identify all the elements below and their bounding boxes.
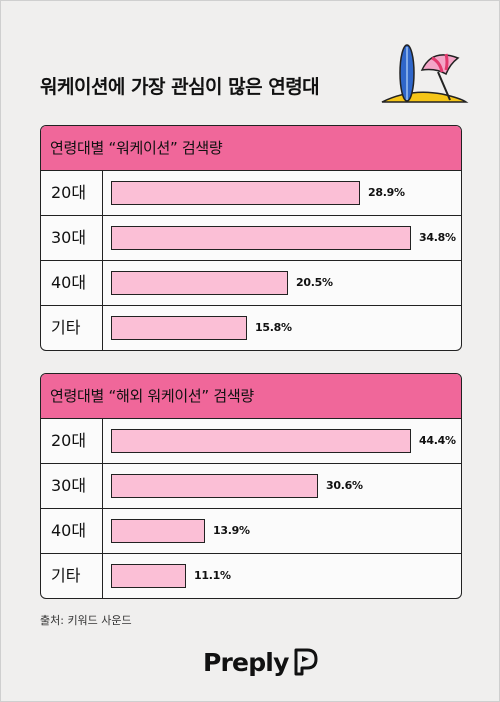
bar-row: 20대 28.9% bbox=[41, 171, 461, 216]
category-label: 30대 bbox=[41, 464, 103, 508]
brand-logo: Preply bbox=[203, 645, 319, 679]
bar-row: 기타 15.8% bbox=[41, 306, 461, 350]
value-label: 11.1% bbox=[194, 569, 231, 582]
category-label: 기타 bbox=[41, 306, 103, 350]
value-label: 44.4% bbox=[419, 434, 456, 447]
chart-panel-workation: 연령대별 “워케이션” 검색량 20대 28.9% 30대 34.8% 40대 … bbox=[40, 125, 462, 351]
value-label: 20.5% bbox=[296, 276, 333, 289]
bar-rows: 20대 44.4% 30대 30.6% 40대 13.9% 기타 11.1% bbox=[41, 419, 461, 598]
bar-row: 기타 11.1% bbox=[41, 554, 461, 598]
bar bbox=[111, 429, 411, 453]
bar bbox=[111, 181, 360, 205]
bar-row: 40대 20.5% bbox=[41, 261, 461, 306]
value-label: 15.8% bbox=[255, 321, 292, 334]
chart-panel-overseas-workation: 연령대별 “해외 워케이션” 검색량 20대 44.4% 30대 30.6% 4… bbox=[40, 373, 462, 599]
chart-title: 연령대별 “워케이션” 검색량 bbox=[41, 126, 461, 171]
category-label: 20대 bbox=[41, 171, 103, 215]
bar-row: 30대 30.6% bbox=[41, 464, 461, 509]
value-label: 13.9% bbox=[213, 524, 250, 537]
bar bbox=[111, 564, 186, 588]
bar bbox=[111, 271, 288, 295]
bar bbox=[111, 519, 205, 543]
value-label: 28.9% bbox=[368, 186, 405, 199]
bar bbox=[111, 474, 318, 498]
bar-rows: 20대 28.9% 30대 34.8% 40대 20.5% 기타 15.8% bbox=[41, 171, 461, 350]
category-label: 40대 bbox=[41, 509, 103, 553]
value-label: 34.8% bbox=[419, 231, 456, 244]
category-label: 20대 bbox=[41, 419, 103, 463]
preply-logo-icon bbox=[294, 648, 318, 676]
bar bbox=[111, 226, 411, 250]
bar-row: 30대 34.8% bbox=[41, 216, 461, 261]
bar bbox=[111, 316, 247, 340]
bar-row: 40대 13.9% bbox=[41, 509, 461, 554]
source-note: 출처: 키워드 사운드 bbox=[40, 614, 132, 627]
brand-name: Preply bbox=[203, 647, 289, 677]
beach-surfboard-umbrella-icon bbox=[381, 44, 469, 103]
chart-title: 연령대별 “해외 워케이션” 검색량 bbox=[41, 374, 461, 419]
bar-row: 20대 44.4% bbox=[41, 419, 461, 464]
value-label: 30.6% bbox=[326, 479, 363, 492]
category-label: 40대 bbox=[41, 261, 103, 305]
page-title: 워케이션에 가장 관심이 많은 연령대 bbox=[40, 76, 320, 98]
category-label: 기타 bbox=[41, 554, 103, 598]
category-label: 30대 bbox=[41, 216, 103, 260]
